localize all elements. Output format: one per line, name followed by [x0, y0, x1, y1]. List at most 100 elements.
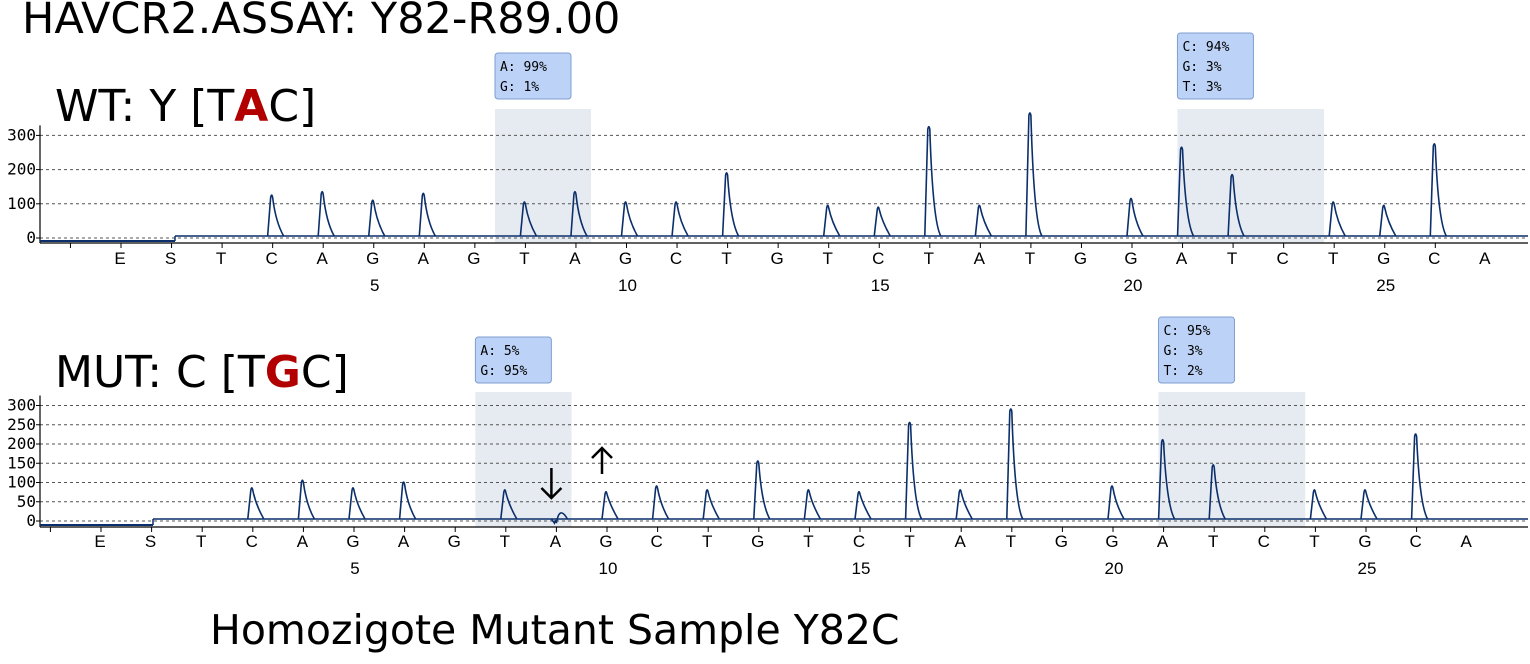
base-call-label: A [317, 249, 329, 268]
y-tick-label: 300 [7, 396, 36, 415]
base-call-label: G [1124, 249, 1137, 268]
base-call-label: C [246, 532, 258, 551]
base-call-label: G [1074, 249, 1087, 268]
tooltip-line: A: 99% [500, 60, 547, 75]
trace-peak [1176, 146, 1195, 237]
trace-peak [955, 488, 973, 520]
sample-label-suffix: C] [301, 347, 349, 398]
trace-peak [1378, 204, 1397, 237]
base-call-label: A [550, 532, 562, 551]
trace-peak [620, 201, 639, 237]
trace-peak [803, 488, 822, 520]
trace-peak [1410, 433, 1429, 520]
trace-peak [904, 421, 923, 520]
trace-peak [1126, 197, 1144, 237]
trace-peak [753, 460, 771, 520]
trace-peak [367, 199, 386, 237]
highlight-band [495, 109, 592, 243]
base-call-label: G [467, 249, 480, 268]
base-call-label: A [398, 532, 410, 551]
trace-peak [297, 479, 316, 520]
base-call-label: S [145, 532, 156, 551]
highlight-band [1177, 109, 1325, 243]
trace-peak [418, 192, 436, 237]
base-call-label: G [1055, 532, 1068, 551]
base-call-label: T [924, 249, 934, 268]
base-call-label: T [216, 249, 226, 268]
position-label: 15 [871, 276, 890, 295]
trace-peak [721, 172, 740, 237]
trace-peak [854, 490, 872, 520]
base-call-label: T [803, 532, 813, 551]
y-tick-label: 200 [7, 434, 36, 453]
position-label: 25 [1358, 559, 1377, 578]
base-percentage-tooltip [474, 336, 552, 384]
arrow-head [591, 446, 613, 459]
position-label: 5 [370, 276, 379, 295]
trace-peak [550, 512, 569, 526]
position-label: 10 [599, 559, 618, 578]
tooltip-line: T: 2% [1163, 364, 1202, 379]
base-call-label: S [165, 249, 176, 268]
base-call-label: T [519, 249, 529, 268]
position-label: 15 [852, 559, 871, 578]
trace-peak [1227, 173, 1245, 237]
base-call-label: A [1176, 249, 1188, 268]
y-tick-label: 100 [7, 473, 36, 492]
y-tick-label: 50 [17, 492, 36, 511]
base-call-label: C [872, 249, 884, 268]
base-call-label: A [955, 532, 967, 551]
base-call-label: C [1277, 249, 1289, 268]
trace-peak [873, 206, 891, 237]
base-call-label: G [619, 249, 632, 268]
sample-label-prefix: MUT: C [T [55, 347, 265, 398]
base-call-label: T [196, 532, 206, 551]
highlight-band [475, 392, 572, 527]
base-call-label: T [1309, 532, 1319, 551]
base-call-label: T [721, 249, 731, 268]
base-call-label: A [569, 249, 581, 268]
base-call-label: A [974, 249, 986, 268]
page-title: HAVCR2.ASSAY: Y82-R89.00 [22, 0, 621, 44]
position-label: 10 [618, 276, 637, 295]
tooltip-line: G: 3% [1182, 60, 1221, 75]
trace-peak [317, 190, 335, 237]
y-tick-label: 100 [7, 194, 36, 213]
trace-peak [1157, 438, 1176, 520]
arrow-down-icon [540, 468, 563, 500]
trace-peak [1006, 408, 1024, 520]
trace-peak [570, 190, 588, 237]
trace-peak [1025, 112, 1043, 237]
base-call-label: G [346, 532, 359, 551]
base-call-label: C [1258, 532, 1270, 551]
trace-peak [398, 481, 417, 520]
base-percentage-tooltip [1157, 316, 1235, 384]
base-call-label: C [670, 249, 682, 268]
base-call-label: E [94, 532, 105, 551]
base-call-label: E [114, 249, 125, 268]
base-call-label: C [650, 532, 662, 551]
mutated-base-letter: A [234, 81, 268, 132]
base-call-label: A [1157, 532, 1169, 551]
base-call-label: A [297, 532, 309, 551]
tooltip-line: G: 95% [480, 364, 527, 379]
sample-label: MUT: C [TGC] [55, 347, 349, 398]
tooltip-line: G: 3% [1163, 344, 1202, 359]
trace-peak [500, 488, 518, 520]
base-call-label: A [1479, 249, 1491, 268]
y-tick-label: 0 [26, 228, 36, 247]
trace-peak [822, 204, 841, 237]
trace-peak [1360, 488, 1378, 520]
base-call-label: G [1105, 532, 1118, 551]
sample-label: WT: Y [TAC] [55, 81, 316, 132]
base-call-label: C [853, 532, 865, 551]
base-call-label: C [266, 249, 278, 268]
trace-peak [1309, 488, 1328, 520]
y-tick-label: 250 [7, 415, 36, 434]
arrow-head [540, 487, 563, 500]
trace-peak [601, 490, 619, 520]
y-tick-label: 150 [7, 453, 36, 472]
base-call-label: G [751, 532, 764, 551]
trace-peak [1208, 463, 1226, 520]
